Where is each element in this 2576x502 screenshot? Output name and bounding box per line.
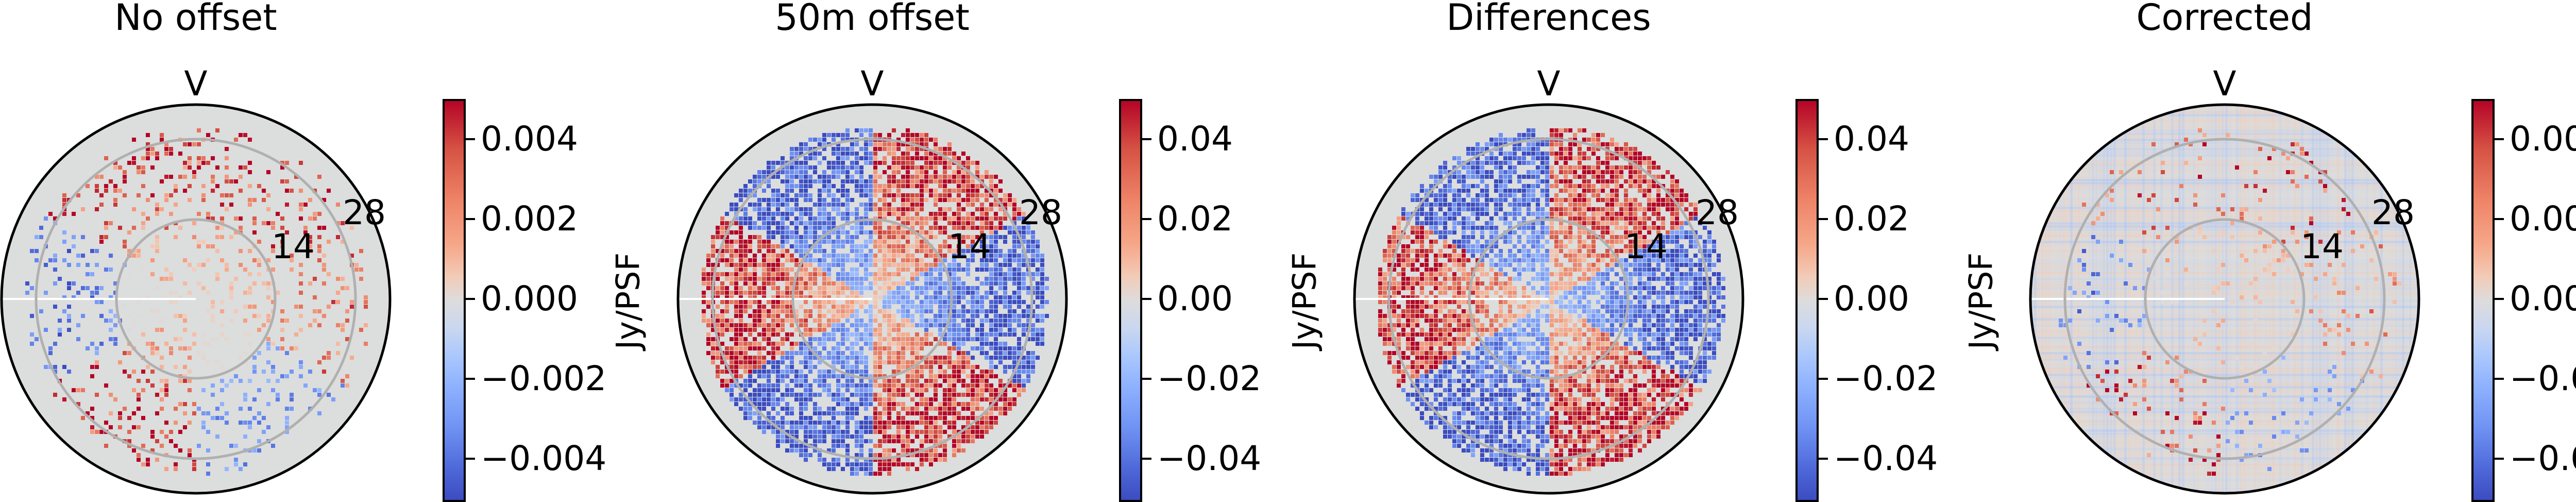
colorbar-tick-label: −0.02 [1834, 362, 1938, 396]
colorbar-tick [2495, 218, 2504, 220]
direction-label-v: V [860, 66, 884, 102]
colorbar-tick [1819, 138, 1828, 140]
colorbar [1119, 99, 1142, 502]
colorbar-tick [1819, 298, 1828, 300]
colorbar-tick-label: 0.04 [1834, 122, 1909, 156]
colorbar [1795, 99, 1819, 502]
colorbar-tick [2495, 378, 2504, 380]
colorbar-tick [1142, 378, 1151, 380]
panel-title: Differences [1446, 0, 1651, 38]
colorbar-tick [1819, 378, 1828, 380]
panel-title: Corrected [2137, 0, 2313, 38]
colorbar-tick [2495, 138, 2504, 140]
radial-tick-28: 28 [1696, 196, 1739, 230]
radial-tick-28: 28 [2371, 196, 2415, 230]
radial-tick-14: 14 [272, 230, 315, 264]
colorbar-tick-label: −0.004 [481, 442, 606, 476]
colorbar-tick-label: 0.02 [1834, 202, 1909, 236]
radial-tick-14: 14 [2300, 230, 2344, 264]
colorbar-tick-label: 0.002 [481, 202, 578, 236]
radial-tick-28: 28 [1019, 196, 1062, 230]
panel-title: 50m offset [775, 0, 970, 38]
panel-corrected: Corrected V 28 14 0.004 0.002 0.000 −0.0… [2029, 0, 2576, 500]
colorbar-tick-label: 0.004 [2510, 122, 2576, 156]
colorbar-tick [1819, 458, 1828, 460]
colorbar-tick-label: −0.04 [1834, 442, 1938, 476]
direction-label-v: V [2213, 66, 2236, 102]
colorbar-tick-label: 0.002 [2510, 202, 2576, 236]
radial-tick-14: 14 [1624, 230, 1668, 264]
colorbar-tick [466, 378, 475, 380]
colorbar-tick [1142, 298, 1151, 300]
colorbar-tick [2495, 298, 2504, 300]
colorbar-tick-label: −0.002 [2510, 362, 2576, 396]
colorbar-tick-label: 0.000 [481, 282, 578, 316]
radial-tick-14: 14 [948, 230, 991, 264]
colorbar-tick-label: −0.04 [1157, 442, 1261, 476]
colorbar-tick-label: −0.02 [1157, 362, 1261, 396]
colorbar-tick [1819, 218, 1828, 220]
colorbar-tick [2495, 458, 2504, 460]
direction-label-v: V [184, 66, 207, 102]
colorbar-tick [466, 298, 475, 300]
colorbar-tick-label: 0.00 [1157, 282, 1233, 316]
panel-title: No offset [114, 0, 277, 38]
colorbar-tick-label: −0.002 [481, 362, 606, 396]
panel-differences: Differences V 28 14 0.04 0.02 0.00 −0.02… [1353, 0, 2029, 500]
colorbar-label: Jy/PSF [1286, 253, 1324, 349]
radial-tick-28: 28 [343, 196, 386, 230]
colorbar-tick-label: 0.00 [1834, 282, 1909, 316]
colorbar-tick [1142, 458, 1151, 460]
colorbar-tick-label: 0.004 [481, 122, 578, 156]
colorbar-tick-label: −0.004 [2510, 442, 2576, 476]
panel-no-offset: No offset V 28 14 0.004 0.002 0.000 −0.0… [0, 0, 676, 500]
colorbar-tick [466, 138, 475, 140]
panel-50m-offset: 50m offset V 28 14 0.04 0.02 0.00 −0.02 … [676, 0, 1353, 500]
colorbar-tick-label: 0.000 [2510, 282, 2576, 316]
colorbar-tick [1142, 218, 1151, 220]
colorbar-tick-label: 0.04 [1157, 122, 1233, 156]
colorbar-label: Jy/PSF [609, 253, 647, 349]
colorbar-tick [466, 218, 475, 220]
colorbar-tick-label: 0.02 [1157, 202, 1233, 236]
colorbar [443, 99, 466, 502]
direction-label-v: V [1537, 66, 1560, 102]
colorbar-label: Jy/PSF [1962, 253, 2000, 349]
colorbar-tick [1142, 138, 1151, 140]
colorbar-tick [466, 458, 475, 460]
colorbar [2471, 99, 2495, 502]
